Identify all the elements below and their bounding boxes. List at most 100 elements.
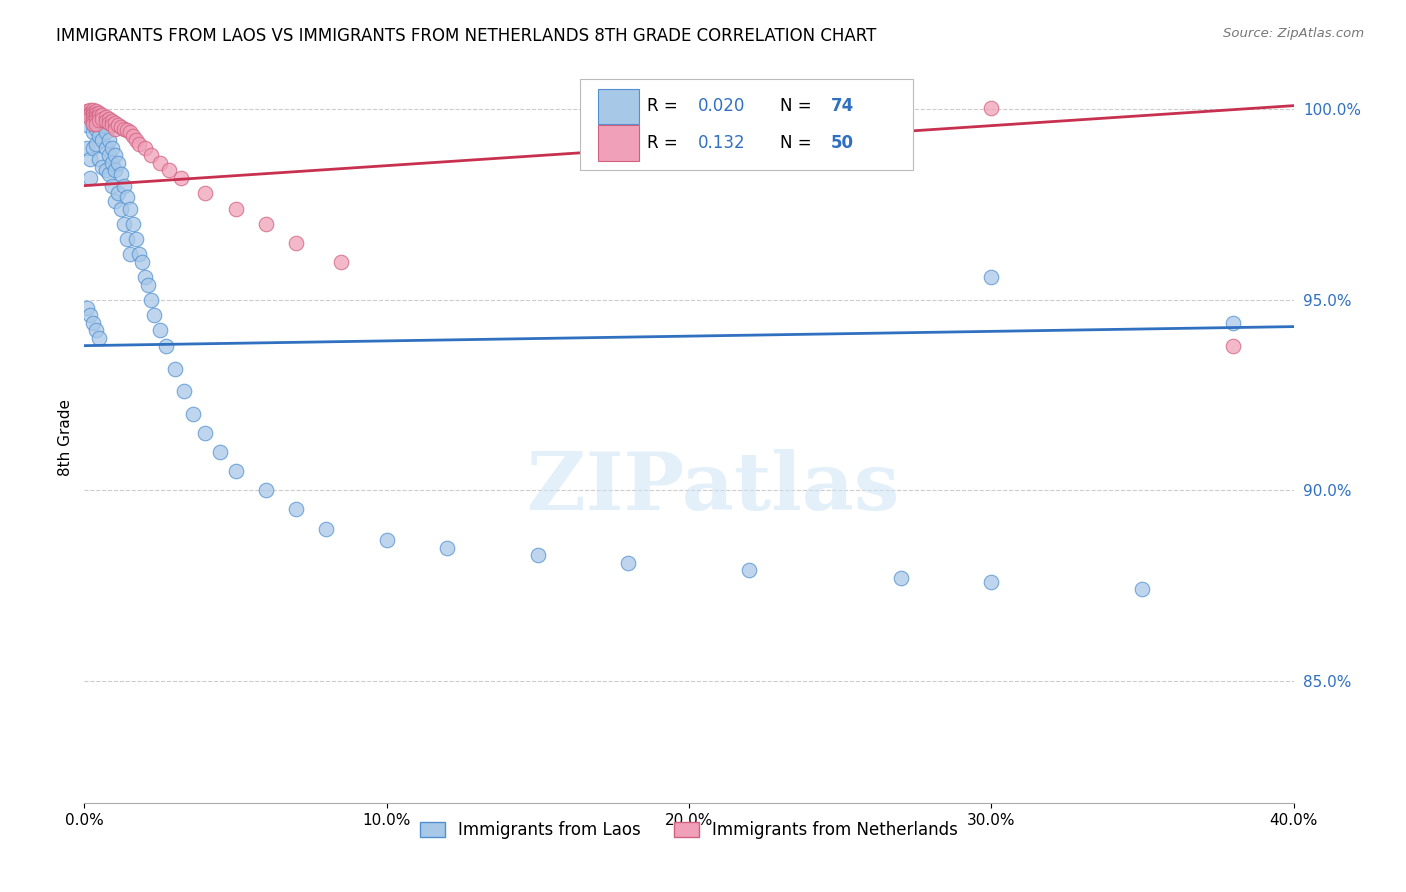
Point <box>107 118 129 132</box>
Point <box>225 202 247 216</box>
Point <box>375 533 398 547</box>
Point <box>89 106 111 120</box>
Point <box>97 112 120 126</box>
Point <box>89 113 111 128</box>
Point <box>165 361 187 376</box>
Point <box>125 133 148 147</box>
Point <box>94 140 117 154</box>
Point <box>91 133 114 147</box>
Point <box>136 277 159 292</box>
Point <box>76 140 98 154</box>
Point <box>115 123 138 137</box>
Point <box>100 155 122 169</box>
Point <box>89 129 111 144</box>
Point <box>76 104 98 119</box>
Point <box>79 171 101 186</box>
Point <box>82 118 104 132</box>
Point <box>110 167 132 181</box>
Point <box>97 116 120 130</box>
Text: 50: 50 <box>831 134 853 152</box>
Point <box>89 152 111 166</box>
Point <box>149 323 172 337</box>
Point <box>91 118 114 132</box>
Point <box>225 464 247 478</box>
Point <box>89 114 111 128</box>
Point <box>738 563 761 577</box>
Text: ZIPatlas: ZIPatlas <box>527 450 900 527</box>
Point <box>104 194 127 208</box>
Point <box>330 255 353 269</box>
Point <box>142 308 165 322</box>
Text: 74: 74 <box>831 97 853 115</box>
Point <box>980 270 1002 285</box>
Point <box>79 108 101 122</box>
Point <box>79 111 101 125</box>
FancyBboxPatch shape <box>599 88 640 124</box>
Point <box>97 148 120 162</box>
Point <box>118 247 141 261</box>
Point <box>86 117 108 131</box>
Point <box>139 293 162 307</box>
Point <box>104 163 127 178</box>
Point <box>94 110 117 124</box>
Point <box>194 426 217 441</box>
Point <box>79 103 101 118</box>
Point <box>107 186 129 201</box>
Point <box>149 155 172 169</box>
Point <box>91 160 114 174</box>
Point <box>1222 316 1244 330</box>
Point <box>121 129 143 144</box>
Point <box>97 133 120 147</box>
Point <box>100 114 122 128</box>
Text: N =: N = <box>780 97 817 115</box>
Text: R =: R = <box>647 97 683 115</box>
Point <box>104 116 127 130</box>
Point <box>980 574 1002 589</box>
Point <box>86 107 108 121</box>
Point <box>890 571 912 585</box>
Point <box>128 247 150 261</box>
Point <box>110 202 132 216</box>
Point <box>110 120 132 134</box>
Point <box>104 148 127 162</box>
Point <box>155 339 177 353</box>
Point <box>82 111 104 125</box>
Point <box>82 125 104 139</box>
Point <box>82 114 104 128</box>
Text: R =: R = <box>647 134 688 152</box>
Point <box>79 152 101 166</box>
Point <box>170 171 193 186</box>
Point <box>157 163 180 178</box>
Point <box>254 217 277 231</box>
Point <box>79 105 101 120</box>
Point <box>86 323 108 337</box>
Point <box>118 125 141 139</box>
Point <box>128 136 150 151</box>
Point <box>76 108 98 122</box>
Point <box>86 110 108 124</box>
Point <box>173 384 195 399</box>
Point <box>112 121 135 136</box>
Point <box>76 118 98 132</box>
Point <box>134 270 156 285</box>
Point <box>86 121 108 136</box>
Point <box>89 331 111 345</box>
Point <box>89 109 111 123</box>
Point <box>97 167 120 181</box>
Point <box>209 445 232 459</box>
Point <box>1222 339 1244 353</box>
Point <box>79 308 101 322</box>
Point <box>1130 582 1153 597</box>
Point <box>100 178 122 193</box>
Text: 0.132: 0.132 <box>697 134 745 152</box>
Point <box>86 113 108 128</box>
Point <box>86 136 108 151</box>
Point <box>121 217 143 231</box>
Point <box>315 521 337 535</box>
Point <box>82 117 104 131</box>
Y-axis label: 8th Grade: 8th Grade <box>58 399 73 475</box>
Point <box>91 112 114 126</box>
FancyBboxPatch shape <box>581 78 912 170</box>
Point <box>82 105 104 120</box>
Point <box>285 502 308 516</box>
